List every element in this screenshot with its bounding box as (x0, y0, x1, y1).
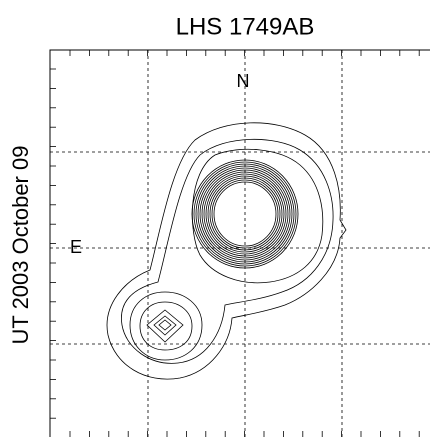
contour (159, 320, 171, 330)
y-axis-label: UT 2003 October 09 (8, 146, 33, 345)
contour (154, 316, 176, 335)
plot-frame (50, 50, 430, 437)
ticks (50, 50, 419, 437)
annotation: N (237, 71, 250, 91)
contour (147, 310, 183, 342)
grid (50, 50, 430, 437)
annotation: E (70, 237, 82, 257)
contour (121, 139, 333, 363)
contours (107, 123, 346, 379)
figure: LHS 1749AB UT 2003 October 09 N E (0, 0, 430, 437)
contour (107, 123, 346, 379)
chart-title: LHS 1749AB (176, 13, 315, 40)
